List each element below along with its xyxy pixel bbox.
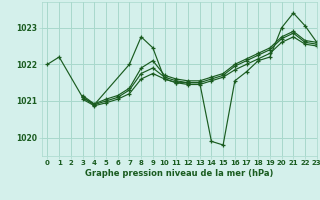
X-axis label: Graphe pression niveau de la mer (hPa): Graphe pression niveau de la mer (hPa) [85, 169, 273, 178]
